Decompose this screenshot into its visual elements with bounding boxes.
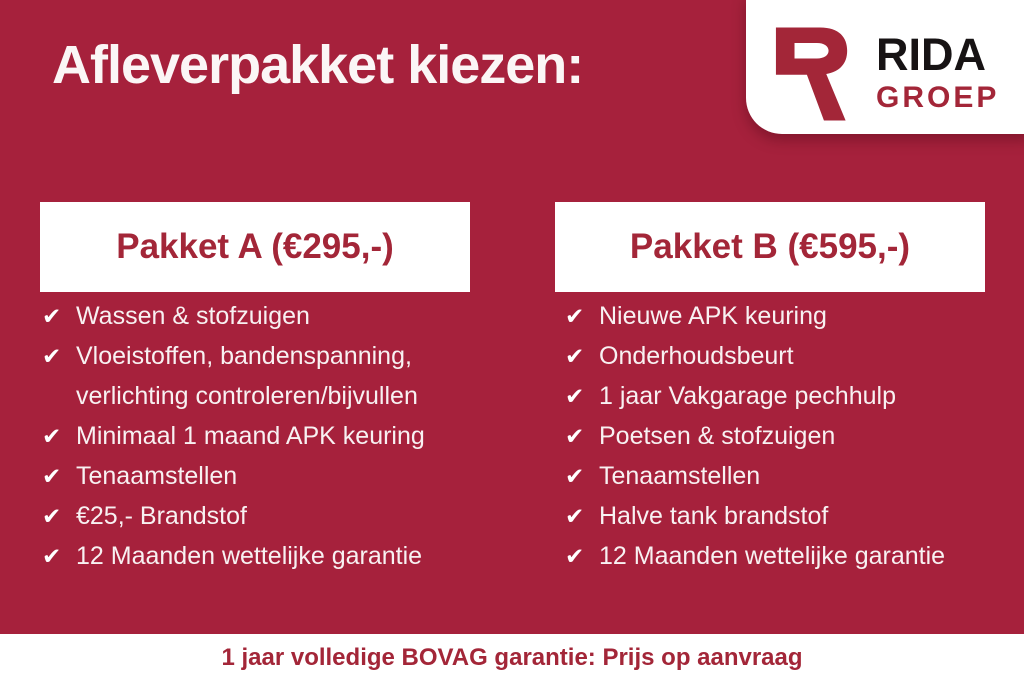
list-item: ✔ Minimaal 1 maand APK keuring (42, 416, 528, 456)
check-icon: ✔ (565, 423, 585, 449)
list-item-label: Onderhoudsbeurt (599, 342, 794, 370)
list-item: ✔ Vloeistoffen, bandenspanning, verlichti… (42, 336, 528, 416)
package-b-list: ✔ Nieuwe APK keuring ✔ Onderhoudsbeurt ✔ 1 ja… (565, 296, 1011, 576)
logo-name: RIDA (876, 29, 986, 80)
check-icon: ✔ (565, 543, 585, 569)
package-a-title: Pakket A (€295,-) (116, 227, 394, 266)
list-item-label: Halve tank brandstof (599, 502, 829, 530)
footer-bar: 1 jaar volledige BOVAG garantie: Prijs o… (0, 634, 1024, 682)
rida-logo-mark-icon (775, 27, 848, 121)
list-item-label: Tenaamstellen (76, 462, 238, 490)
list-item: ✔ Onderhoudsbeurt (565, 336, 1011, 376)
list-item-label: 12 Maanden wettelijke garantie (76, 542, 423, 570)
list-item: ✔ Nieuwe APK keuring (565, 296, 1011, 336)
list-item: ✔ Wassen & stofzuigen (42, 296, 528, 336)
logo-subname: GROEP (876, 81, 1000, 114)
list-item-label: Wassen & stofzuigen (76, 302, 310, 330)
list-item: ✔ 1 jaar Vakgarage pechhulp (565, 376, 1011, 416)
package-a-list: ✔ Wassen & stofzuigen ✔ Vloeistoffen, bande… (42, 296, 528, 576)
list-item-label: €25,- Brandstof (76, 502, 247, 530)
list-item: ✔ 12 Maanden wettelijke garantie (565, 536, 1011, 576)
list-item-label: 12 Maanden wettelijke garantie (599, 542, 946, 570)
check-icon: ✔ (565, 503, 585, 529)
logo-text-block: RIDA GROEP (876, 32, 999, 113)
check-icon: ✔ (565, 343, 585, 369)
package-b-title: Pakket B (€595,-) (629, 227, 911, 266)
check-icon: ✔ (42, 303, 62, 329)
footer-text: 1 jaar volledige BOVAG garantie: Prijs o… (221, 644, 803, 671)
list-item-label: Minimaal 1 maand APK keuring (76, 422, 425, 450)
list-item: ✔ Poetsen & stofzuigen (565, 416, 1011, 456)
check-icon: ✔ (565, 463, 585, 489)
check-icon: ✔ (42, 503, 62, 529)
list-item-label: Nieuwe APK keuring (599, 302, 827, 330)
list-item-label: Poetsen & stofzuigen (599, 422, 836, 450)
check-icon: ✔ (565, 383, 585, 409)
list-item-label: 1 jaar Vakgarage pechhulp (599, 382, 896, 410)
check-icon: ✔ (42, 543, 62, 569)
check-icon: ✔ (42, 343, 62, 369)
logo-card: RIDA GROEP (746, 0, 1024, 134)
list-item: ✔ Tenaamstellen (42, 456, 528, 496)
list-item: ✔ Halve tank brandstof (565, 496, 1011, 536)
package-b-card: Pakket B (€595,-) (555, 202, 985, 292)
check-icon: ✔ (42, 463, 62, 489)
list-item: ✔ €25,- Brandstof (42, 496, 528, 536)
list-item-label: Tenaamstellen (599, 462, 761, 490)
list-item: ✔ Tenaamstellen (565, 456, 1011, 496)
list-item-label: Vloeistoffen, bandenspanning, verlichtin… (76, 342, 418, 410)
list-item: ✔ 12 Maanden wettelijke garantie (42, 536, 528, 576)
check-icon: ✔ (565, 303, 585, 329)
check-icon: ✔ (42, 423, 62, 449)
page-title: Afleverpakket kiezen: (52, 35, 584, 95)
package-a-card: Pakket A (€295,-) (40, 202, 470, 292)
